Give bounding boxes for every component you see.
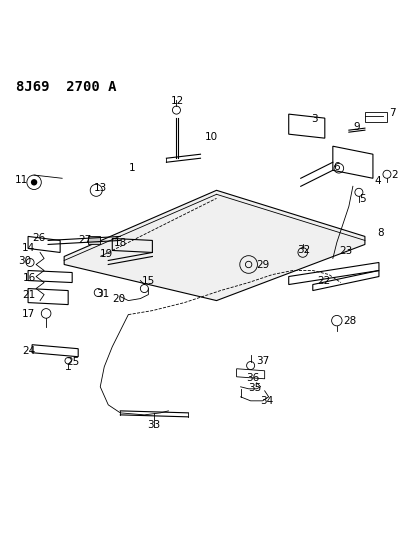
Text: 37: 37 — [257, 356, 270, 366]
Circle shape — [31, 179, 37, 185]
Text: 3: 3 — [311, 115, 318, 124]
Text: 24: 24 — [22, 346, 35, 356]
Text: 33: 33 — [148, 421, 161, 430]
Text: 15: 15 — [142, 276, 155, 286]
Text: 13: 13 — [94, 183, 107, 193]
Text: 34: 34 — [260, 396, 273, 406]
Text: 29: 29 — [257, 260, 270, 270]
Text: 9: 9 — [353, 122, 360, 132]
Text: 17: 17 — [22, 309, 35, 319]
Text: 1: 1 — [128, 163, 135, 173]
Text: 8: 8 — [377, 228, 384, 238]
Text: 11: 11 — [15, 175, 28, 185]
Text: 32: 32 — [298, 246, 311, 255]
Text: 31: 31 — [96, 289, 109, 299]
Text: 21: 21 — [22, 289, 35, 300]
Text: 2: 2 — [391, 170, 398, 180]
Text: 20: 20 — [112, 294, 126, 304]
Text: 10: 10 — [205, 132, 218, 142]
Text: 30: 30 — [18, 256, 31, 266]
Text: 28: 28 — [343, 317, 356, 326]
Text: 36: 36 — [247, 373, 260, 383]
Bar — [88, 237, 100, 245]
Text: 19: 19 — [100, 249, 113, 260]
Text: 5: 5 — [359, 194, 366, 204]
Polygon shape — [64, 190, 365, 301]
Text: 7: 7 — [389, 108, 396, 118]
Text: 25: 25 — [66, 357, 79, 367]
Text: 4: 4 — [375, 176, 382, 187]
Bar — [365, 112, 387, 122]
Text: 16: 16 — [23, 273, 36, 282]
Text: 12: 12 — [171, 96, 184, 106]
Text: 23: 23 — [339, 246, 352, 256]
Text: 8J69  2700 A: 8J69 2700 A — [16, 80, 117, 94]
Text: 22: 22 — [317, 276, 330, 286]
Text: 18: 18 — [114, 238, 128, 248]
Text: 6: 6 — [333, 162, 340, 172]
Text: 27: 27 — [78, 236, 91, 245]
Text: 35: 35 — [249, 383, 262, 393]
Text: 26: 26 — [32, 232, 45, 243]
Text: 14: 14 — [22, 244, 35, 254]
